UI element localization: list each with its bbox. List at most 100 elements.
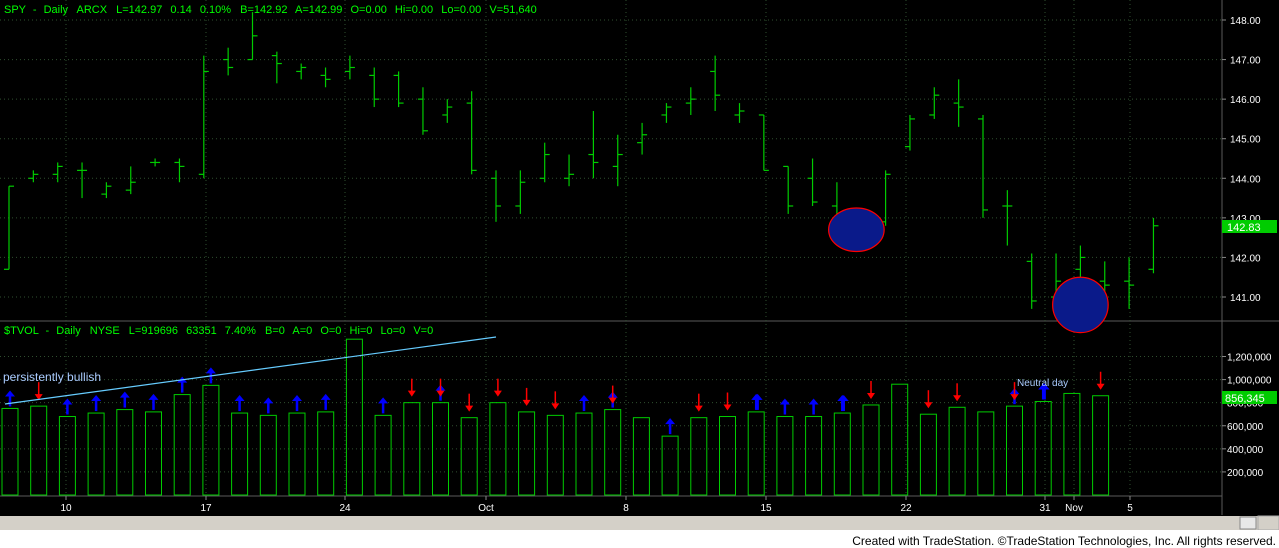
up-arrow-head (234, 395, 245, 402)
volume-bar (747, 411, 765, 496)
volume-bar (145, 411, 162, 496)
volume-bar (546, 414, 564, 496)
volume-bar (518, 411, 536, 496)
signal-arrows (5, 367, 1105, 435)
time-tick-label: 15 (760, 503, 772, 514)
volume-bar (403, 402, 421, 496)
price-header-pct: 0.10% (200, 4, 231, 16)
down-arrow (1010, 382, 1019, 401)
up-arrow-head (91, 395, 102, 402)
ohlc-bar (588, 111, 599, 179)
down-arrow (436, 378, 445, 397)
up-arrow (320, 393, 331, 410)
ohlc-bar (758, 114, 769, 171)
down-arrow (465, 393, 474, 412)
volume-bar (231, 412, 249, 496)
volume-header-lo: Lo=0 (381, 325, 406, 337)
volume-bar (116, 409, 134, 496)
down-arrow (34, 382, 43, 401)
up-arrow (579, 395, 589, 412)
up-arrow (292, 395, 302, 412)
price-axis-background (1222, 0, 1279, 530)
down-arrow-head (694, 405, 703, 412)
grid (0, 0, 1222, 496)
ohlc-bar (271, 51, 282, 84)
volume-bar (1, 407, 19, 496)
down-arrow (551, 391, 560, 410)
ohlc-bar (953, 79, 964, 127)
volume-bar (1063, 392, 1081, 496)
up-arrow (263, 397, 274, 414)
down-arrow-head (407, 390, 416, 397)
down-arrow-head (465, 405, 474, 412)
down-arrow-head (1010, 394, 1019, 401)
up-arrow-head (5, 390, 15, 397)
price-header-ask: A=142.99 (295, 4, 342, 16)
highlight-circles (828, 207, 1109, 334)
up-arrow-head (838, 395, 849, 402)
price-tick-label: 144.00 (1230, 174, 1261, 185)
time-tick-label: 31 (1039, 503, 1051, 514)
ohlc-bar (515, 170, 526, 214)
price-tick-label: 146.00 (1230, 95, 1261, 106)
volume-bar (862, 404, 880, 496)
down-arrow-head (34, 394, 43, 401)
up-arrow-head (378, 397, 389, 404)
ohlc-bar (125, 166, 136, 195)
volume-tick-label: 1,200,000 (1227, 353, 1272, 364)
time-tick-label: Nov (1065, 503, 1083, 514)
volume-header-exchange: NYSE (90, 325, 120, 337)
highlight-circle (1052, 276, 1109, 334)
down-arrow-head (493, 390, 502, 397)
ohlc-bar (1124, 257, 1135, 309)
scrollbar-thumb[interactable] (1239, 516, 1257, 530)
ohlc-bar (296, 63, 307, 80)
ohlc-bar (28, 170, 39, 183)
down-arrow-head (522, 399, 531, 406)
ohlc-bar (4, 185, 14, 270)
up-arrow (205, 367, 216, 384)
ohlc-bar (174, 158, 185, 183)
down-arrow (407, 378, 416, 397)
ohlc-bar (612, 134, 623, 187)
ohlc-bar (198, 55, 209, 179)
down-arrow-head (867, 392, 875, 399)
volume-bar (575, 412, 593, 496)
price-header-hi: Hi=0.00 (395, 4, 433, 16)
volume-bar (87, 412, 105, 496)
scroll-right-button[interactable] (1257, 515, 1279, 531)
up-arrow-head (148, 393, 159, 400)
up-arrow (838, 395, 849, 412)
up-arrow (91, 395, 102, 412)
ohlc-bar (1002, 190, 1013, 246)
price-header-change: 0.14 (170, 4, 191, 16)
down-arrow-head (723, 404, 732, 411)
down-arrow-head (924, 402, 933, 409)
scrollbar-track[interactable] (0, 516, 1258, 530)
volume-bar (1034, 401, 1052, 496)
up-arrow (148, 393, 159, 410)
price-header-bid: B=142.92 (240, 4, 287, 16)
down-arrow-head (436, 390, 445, 397)
volume-bar (432, 402, 449, 496)
ohlc-bar (393, 71, 404, 108)
footer-bar (0, 530, 1279, 548)
highlight-circle (828, 207, 885, 253)
ohlc-bar (1148, 217, 1159, 274)
ohlc-bar (77, 162, 88, 199)
down-arrow-head (608, 397, 617, 404)
down-arrow (493, 378, 502, 397)
volume-last-label-bg (1222, 391, 1277, 404)
ohlc-bar (661, 103, 672, 123)
down-arrow (522, 387, 531, 406)
up-arrow-head (1039, 383, 1050, 390)
up-arrow-head (205, 367, 216, 374)
volume-bar (345, 338, 363, 496)
ohlc-bar (783, 165, 794, 214)
svg-text:$TVOL - Daily NYSE: $TVOL - Daily NYSE L=919696 63351 7.40% … (4, 325, 433, 337)
price-header-volume: V=51,640 (489, 4, 536, 16)
time-tick-label: Oct (478, 503, 494, 514)
ohlc-bar (369, 67, 380, 108)
time-tick-label: 17 (200, 503, 212, 514)
volume-tick-label: 800,000 (1227, 399, 1264, 410)
